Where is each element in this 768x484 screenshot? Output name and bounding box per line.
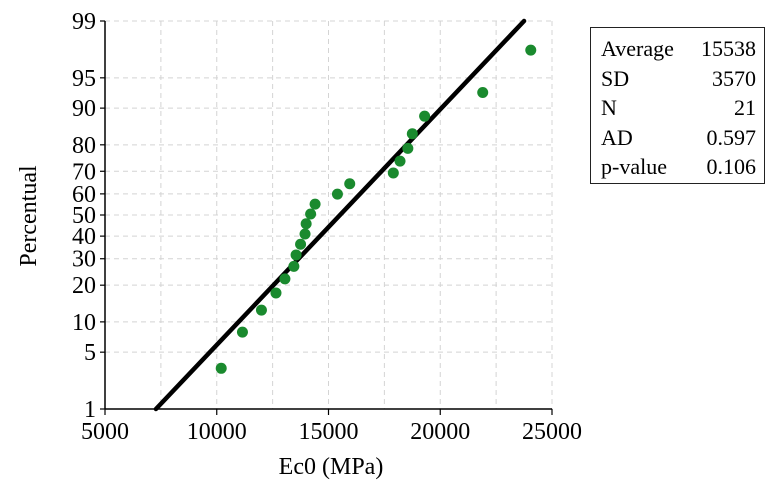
stat-value: 21 <box>734 95 756 120</box>
y-tick-label: 70 <box>72 159 96 185</box>
data-point <box>344 178 356 190</box>
stat-label: AD <box>601 124 633 150</box>
y-tick-label: 20 <box>72 273 96 299</box>
y-tick-label: 95 <box>72 66 96 92</box>
data-point <box>270 287 282 299</box>
y-tick-label: 40 <box>72 224 96 250</box>
stat-value: 15538 <box>701 36 756 61</box>
data-point <box>305 208 317 220</box>
y-tick-label: 5 <box>84 340 96 366</box>
data-point <box>394 155 406 167</box>
stat-label: SD <box>601 65 630 91</box>
y-tick-label: 80 <box>72 133 96 159</box>
y-axis-label: Percentual <box>16 165 42 267</box>
data-point <box>236 326 248 338</box>
data-point <box>406 128 418 140</box>
stat-label: p-value <box>601 154 667 179</box>
data-point <box>402 142 414 154</box>
data-point <box>295 238 307 250</box>
stat-row: Average 15538 <box>601 34 756 64</box>
stat-row: p-value 0.106 <box>601 152 756 182</box>
data-point <box>525 44 537 56</box>
y-tick-label: 90 <box>72 96 96 122</box>
stat-label: N <box>601 95 617 120</box>
data-points <box>215 44 537 374</box>
stat-row: AD 0.597 <box>601 123 756 153</box>
fit-line <box>153 18 527 412</box>
data-point <box>215 362 227 374</box>
y-tick-label: 1 <box>84 397 96 423</box>
data-point <box>290 249 302 261</box>
stat-value: 0.106 <box>706 154 757 179</box>
stat-value: 3570 <box>712 65 756 91</box>
x-tick-label: 25000 <box>522 419 582 445</box>
data-point <box>331 188 343 200</box>
data-point <box>299 228 311 240</box>
y-tick-label: 99 <box>72 9 96 35</box>
x-tick-label: 5000 <box>81 419 129 445</box>
x-axis-label: Ec0 (MPa) <box>279 454 384 480</box>
y-tick-label: 30 <box>72 247 96 273</box>
data-point <box>300 218 312 230</box>
stat-row: SD 3570 <box>601 64 756 94</box>
stat-value: 0.597 <box>706 124 757 150</box>
data-point <box>288 260 300 272</box>
x-tick-label: 15000 <box>299 419 359 445</box>
grid <box>104 20 553 410</box>
data-point <box>279 273 291 285</box>
x-tick-label: 10000 <box>187 419 247 445</box>
fit-line-group <box>153 18 527 412</box>
y-tick-label: 60 <box>72 182 96 208</box>
y-tick-label: 10 <box>72 310 96 336</box>
stat-row: N 21 <box>601 93 756 123</box>
data-point <box>387 167 399 179</box>
statistics-box: Average 15538 SD 3570 N 21 AD 0.597 p-value 0.106 <box>590 27 765 184</box>
stat-label: Average <box>601 36 674 61</box>
y-tick-label: 50 <box>72 203 96 229</box>
x-tick-label: 20000 <box>410 419 470 445</box>
axes <box>100 20 553 415</box>
data-point <box>419 110 431 122</box>
data-point <box>477 87 489 99</box>
data-point <box>309 198 321 210</box>
data-point <box>255 304 267 316</box>
